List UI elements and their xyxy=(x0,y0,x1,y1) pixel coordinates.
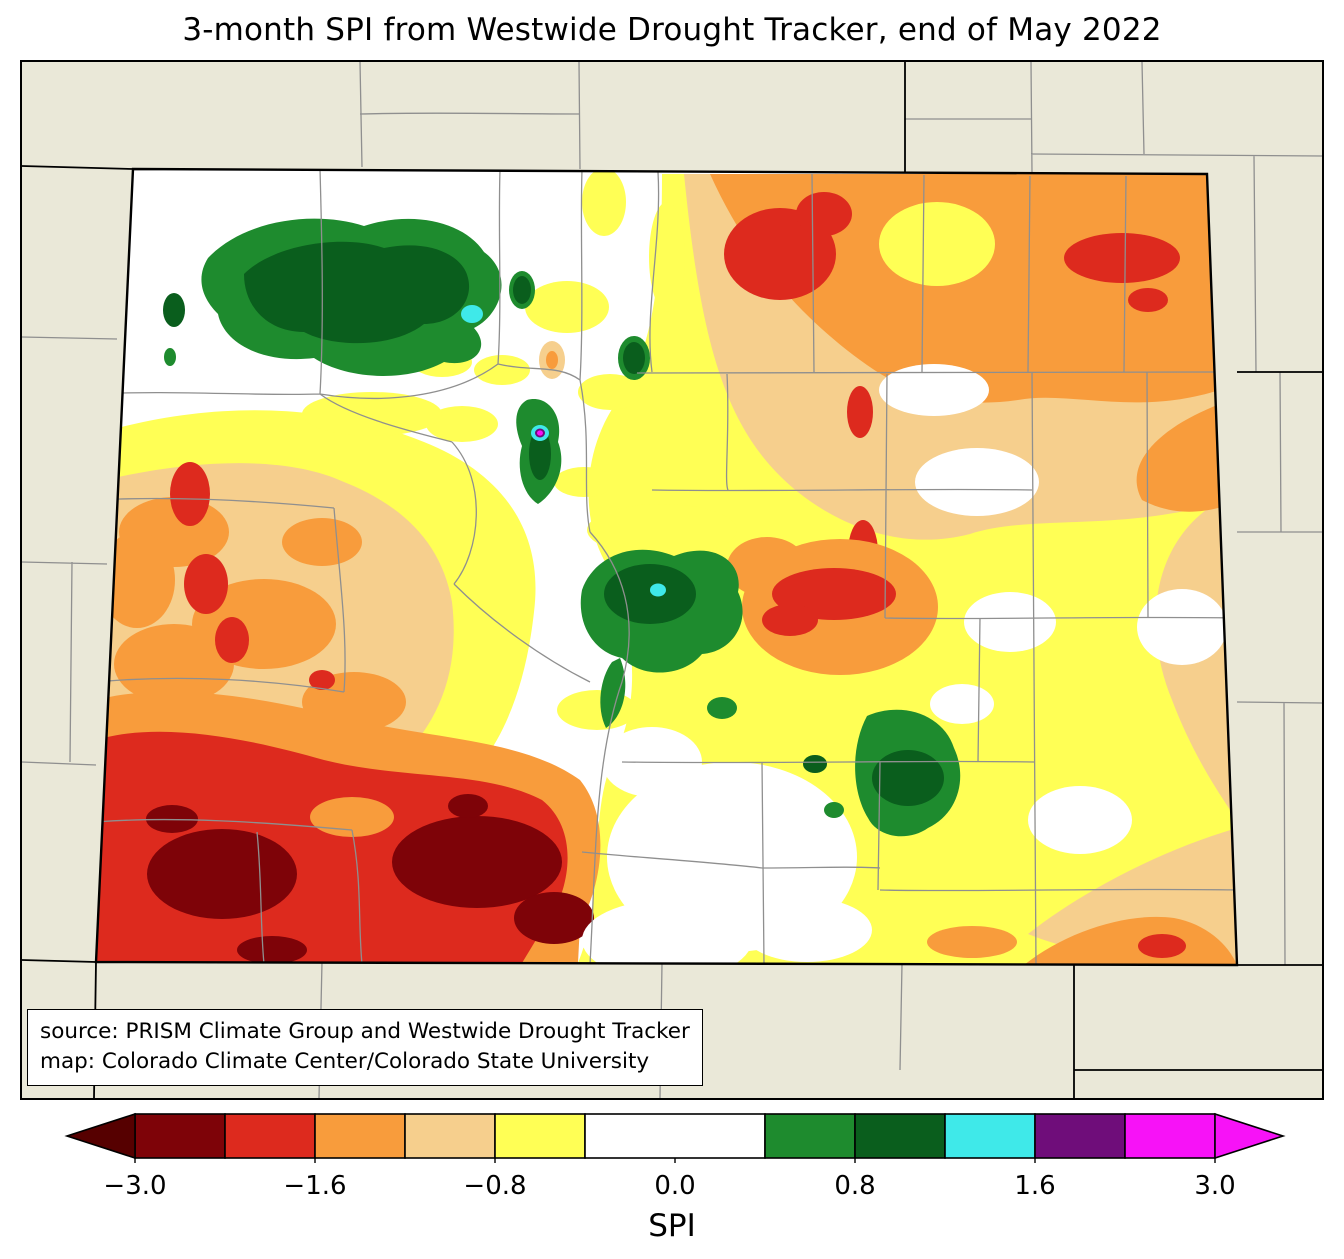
colorbar-tick-label: −3.0 xyxy=(103,1171,166,1201)
map-frame: source: PRISM Climate Group and Westwide… xyxy=(20,60,1324,1100)
colorbar-right-arrow xyxy=(1214,1112,1286,1160)
colorbar: −3.0 −1.6 −0.8 0.0 0.8 1.6 3.0 SPI xyxy=(0,1106,1344,1244)
colorbar-svg: −3.0 −1.6 −0.8 0.0 0.8 1.6 3.0 xyxy=(64,1112,1286,1201)
colorbar-segment xyxy=(224,1113,316,1159)
colorbar-tick-label: 0.0 xyxy=(654,1171,695,1201)
colorbar-segment xyxy=(1034,1113,1126,1159)
colorbar-segment xyxy=(134,1113,226,1159)
colorbar-segment xyxy=(494,1113,586,1159)
colorbar-segment xyxy=(314,1113,406,1159)
colorbar-left-arrow xyxy=(64,1112,136,1160)
colorbar-tick-label: 1.6 xyxy=(1014,1171,1055,1201)
map-figure xyxy=(22,62,1322,1098)
colorbar-segment xyxy=(404,1113,496,1159)
colorbar-segment xyxy=(944,1113,1036,1159)
colorbar-tick-label: 3.0 xyxy=(1194,1171,1235,1201)
colorbar-tick-label: 0.8 xyxy=(834,1171,875,1201)
spi-contours xyxy=(96,169,1237,965)
source-box: source: PRISM Climate Group and Westwide… xyxy=(27,1008,703,1086)
colorbar-segment xyxy=(854,1113,946,1159)
map-credit-line: map: Colorado Climate Center/Colorado St… xyxy=(40,1048,650,1074)
colorado-outline xyxy=(94,167,1239,967)
figure-title: 3-month SPI from Westwide Drought Tracke… xyxy=(182,12,1162,48)
colorbar-axis-label: SPI xyxy=(648,1208,696,1244)
source-line: source: PRISM Climate Group and Westwide… xyxy=(40,1018,690,1044)
colorbar-segment xyxy=(584,1113,766,1159)
colorado-county-lines xyxy=(96,169,1237,965)
colorbar-segment xyxy=(1124,1113,1216,1159)
colorbar-tick-label: −0.8 xyxy=(463,1171,526,1201)
colorbar-tick-label: −1.6 xyxy=(283,1171,346,1201)
colorbar-segment xyxy=(764,1113,856,1159)
